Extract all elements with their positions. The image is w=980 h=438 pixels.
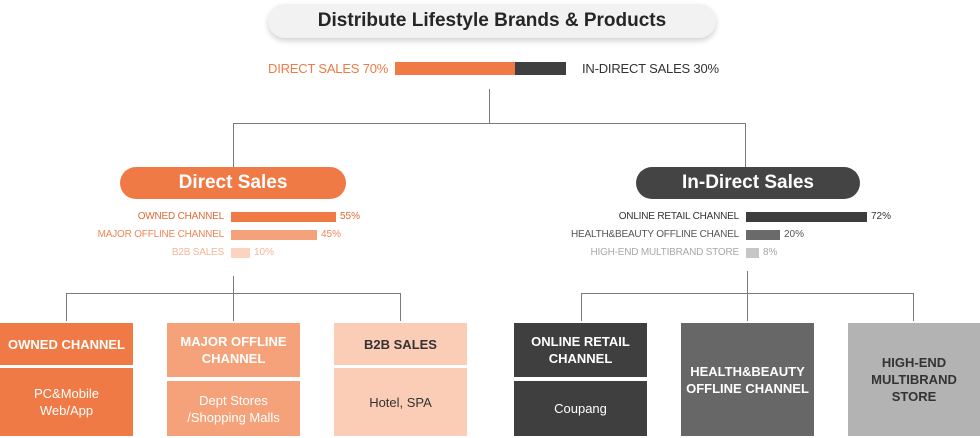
direct-channel-row: OWNED CHANNEL 55% [0, 210, 980, 224]
direct-sales-ratio-label: DIRECT SALES 70% [268, 61, 389, 76]
indirect-sales-ratio-label: IN-DIRECT SALES 30% [582, 61, 719, 76]
direct-channel-label: MAJOR OFFLINE CHANNEL [97, 229, 225, 240]
indirect-channel-bar [746, 230, 780, 240]
connector-line [233, 276, 234, 293]
online-retail-channel-box: ONLINE RETAIL CHANNEL [514, 323, 647, 377]
direct-channel-bar [231, 230, 317, 240]
direct-ratio-segment [395, 62, 515, 75]
direct-channel-percent: 55% [340, 211, 361, 222]
indirect-channel-label: HIGH-END MULTIBRAND STORE [590, 247, 739, 258]
major-offline-channel-detail: Dept Stores /Shopping Malls [167, 381, 300, 436]
indirect-channel-percent: 8% [763, 247, 778, 258]
indirect-sales-pill: In-Direct Sales [636, 167, 860, 199]
indirect-channel-label: HEALTH&BEAUTY OFFLINE CHANEL [571, 229, 739, 240]
indirect-channel-row: HEALTH&BEAUTY OFFLINE CHANEL 20% [0, 228, 980, 242]
b2b-sales-box: B2B SALES [334, 323, 467, 365]
owned-channel-box: OWNED CHANNEL [0, 323, 133, 365]
indirect-channel-percent: 20% [784, 229, 805, 240]
sales-ratio-bar [395, 62, 566, 75]
b2b-sales-detail: Hotel, SPA [334, 368, 467, 436]
connector-line [747, 271, 748, 293]
major-offline-channel-box: MAJOR OFFLINE CHANNEL [167, 323, 300, 377]
direct-channel-bar [231, 212, 336, 222]
indirect-channel-bar [746, 212, 867, 222]
health-beauty-offline-channel-box: HEALTH&BEAUTY OFFLINE CHANNEL [681, 323, 814, 436]
connector-line [400, 293, 401, 321]
indirect-channel-row: HIGH-END MULTIBRAND STORE 8% [0, 246, 980, 260]
indirect-channel-row: ONLINE RETAIL CHANNEL 72% [0, 210, 980, 224]
connector-line [233, 123, 746, 124]
indirect-channel-bar [746, 248, 759, 258]
connector-line [233, 293, 234, 321]
indirect-channel-label: ONLINE RETAIL CHANNEL [618, 211, 739, 222]
direct-channel-label: OWNED CHANNEL [137, 211, 224, 222]
connector-line [745, 123, 746, 167]
connector-line [66, 293, 67, 321]
direct-channel-row: B2B SALES 10% [0, 246, 980, 260]
connector-line [233, 123, 234, 167]
connector-line [489, 89, 490, 123]
indirect-channel-percent: 72% [871, 211, 892, 222]
connector-line [747, 293, 748, 321]
diagram-title: Distribute Lifestyle Brands & Products [268, 4, 716, 38]
direct-channel-row: MAJOR OFFLINE CHANNEL 45% [0, 228, 980, 242]
direct-channel-percent: 10% [254, 247, 275, 258]
direct-sales-pill: Direct Sales [120, 167, 346, 199]
direct-channel-bar [231, 248, 250, 258]
direct-channel-label: B2B SALES [171, 247, 224, 258]
connector-line [581, 293, 582, 321]
indirect-ratio-segment [514, 62, 566, 75]
high-end-multibrand-store-box: HIGH-END MULTIBRAND STORE [848, 323, 980, 436]
owned-channel-detail: PC&Mobile Web/App [0, 368, 133, 436]
online-retail-channel-detail: Coupang [514, 381, 647, 436]
connector-line [913, 293, 914, 321]
direct-channel-percent: 45% [321, 229, 342, 240]
